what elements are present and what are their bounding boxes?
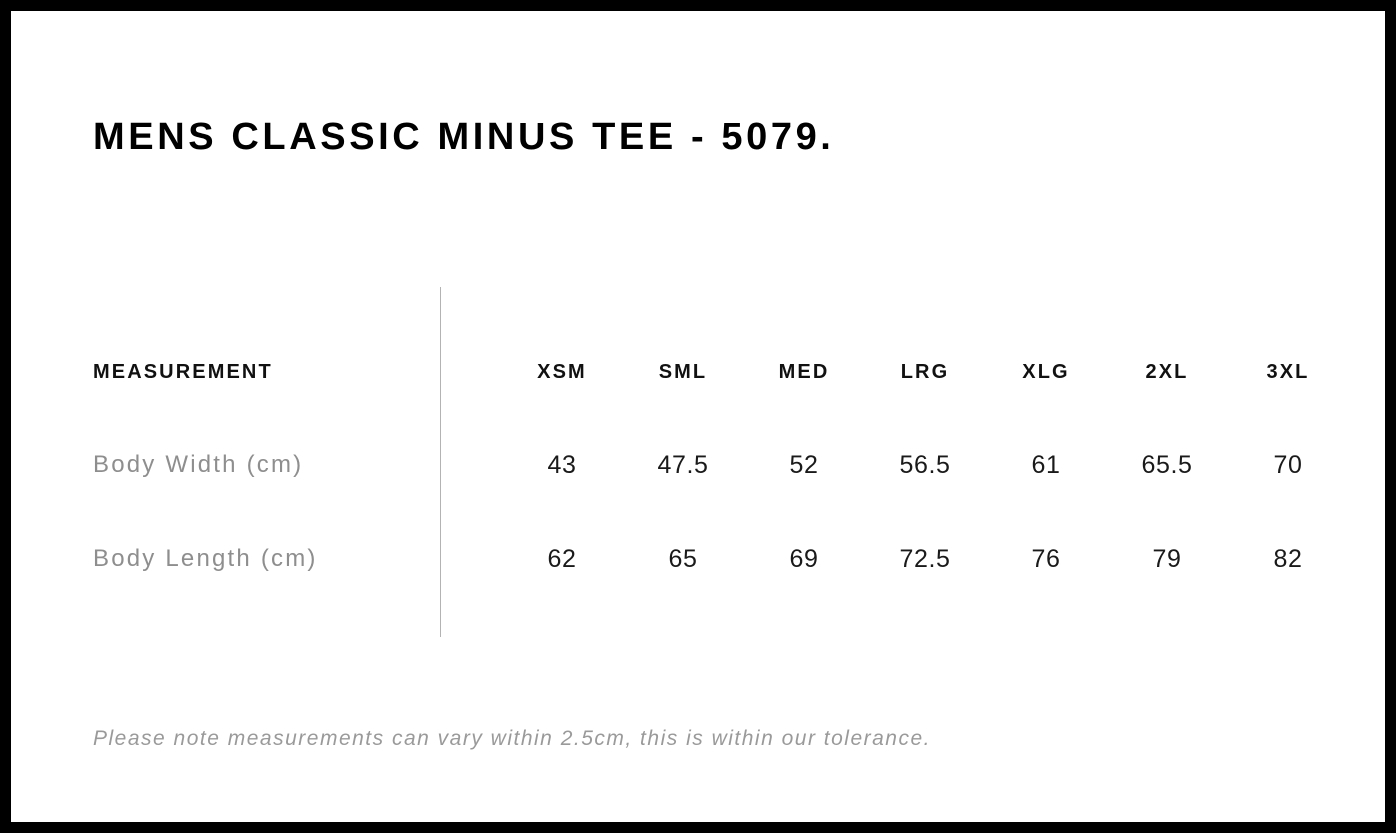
size-chart-table: MEASUREMENT XSM SML MED LRG XLG 2XL 3XL … (11, 11, 1385, 822)
cell-body-width-2xl: 65.5 (1141, 451, 1193, 479)
column-header-med: MED (778, 361, 830, 383)
column-header-3xl: 3XL (1266, 361, 1310, 383)
cell-body-length-xsm: 62 (547, 545, 577, 573)
row-label-body-width: Body Width (cm) (93, 451, 304, 478)
cell-body-length-med: 69 (789, 545, 819, 573)
column-header-xlg: XLG (1022, 361, 1070, 383)
tolerance-note: Please note measurements can vary within… (93, 727, 932, 750)
cell-body-length-lrg: 72.5 (899, 545, 951, 573)
column-header-measurement: MEASUREMENT (93, 361, 273, 383)
cell-body-width-med: 52 (789, 451, 819, 479)
page-title: MENS CLASSIC MINUS TEE - 5079. (93, 116, 835, 158)
column-header-lrg: LRG (900, 361, 950, 383)
cell-body-width-xsm: 43 (547, 451, 577, 479)
cell-body-width-lrg: 56.5 (899, 451, 951, 479)
cell-body-width-3xl: 70 (1273, 451, 1303, 479)
row-label-body-length: Body Length (cm) (93, 545, 318, 572)
cell-body-length-2xl: 79 (1152, 545, 1182, 573)
table-header-row: MEASUREMENT XSM SML MED LRG XLG 2XL 3XL (11, 355, 1385, 389)
column-divider-line (440, 287, 441, 637)
column-header-xsm: XSM (537, 361, 587, 383)
cell-body-length-3xl: 82 (1273, 545, 1303, 573)
table-row: Body Width (cm) 43 47.5 52 56.5 61 65.5 … (11, 448, 1385, 482)
size-chart-page: MENS CLASSIC MINUS TEE - 5079. MEASUREME… (11, 11, 1385, 822)
cell-body-length-sml: 65 (668, 545, 698, 573)
column-header-2xl: 2XL (1145, 361, 1189, 383)
cell-body-length-xlg: 76 (1031, 545, 1061, 573)
cell-body-width-xlg: 61 (1031, 451, 1061, 479)
column-header-sml: SML (658, 361, 708, 383)
table-row: Body Length (cm) 62 65 69 72.5 76 79 82 (11, 542, 1385, 576)
cell-body-width-sml: 47.5 (657, 451, 709, 479)
